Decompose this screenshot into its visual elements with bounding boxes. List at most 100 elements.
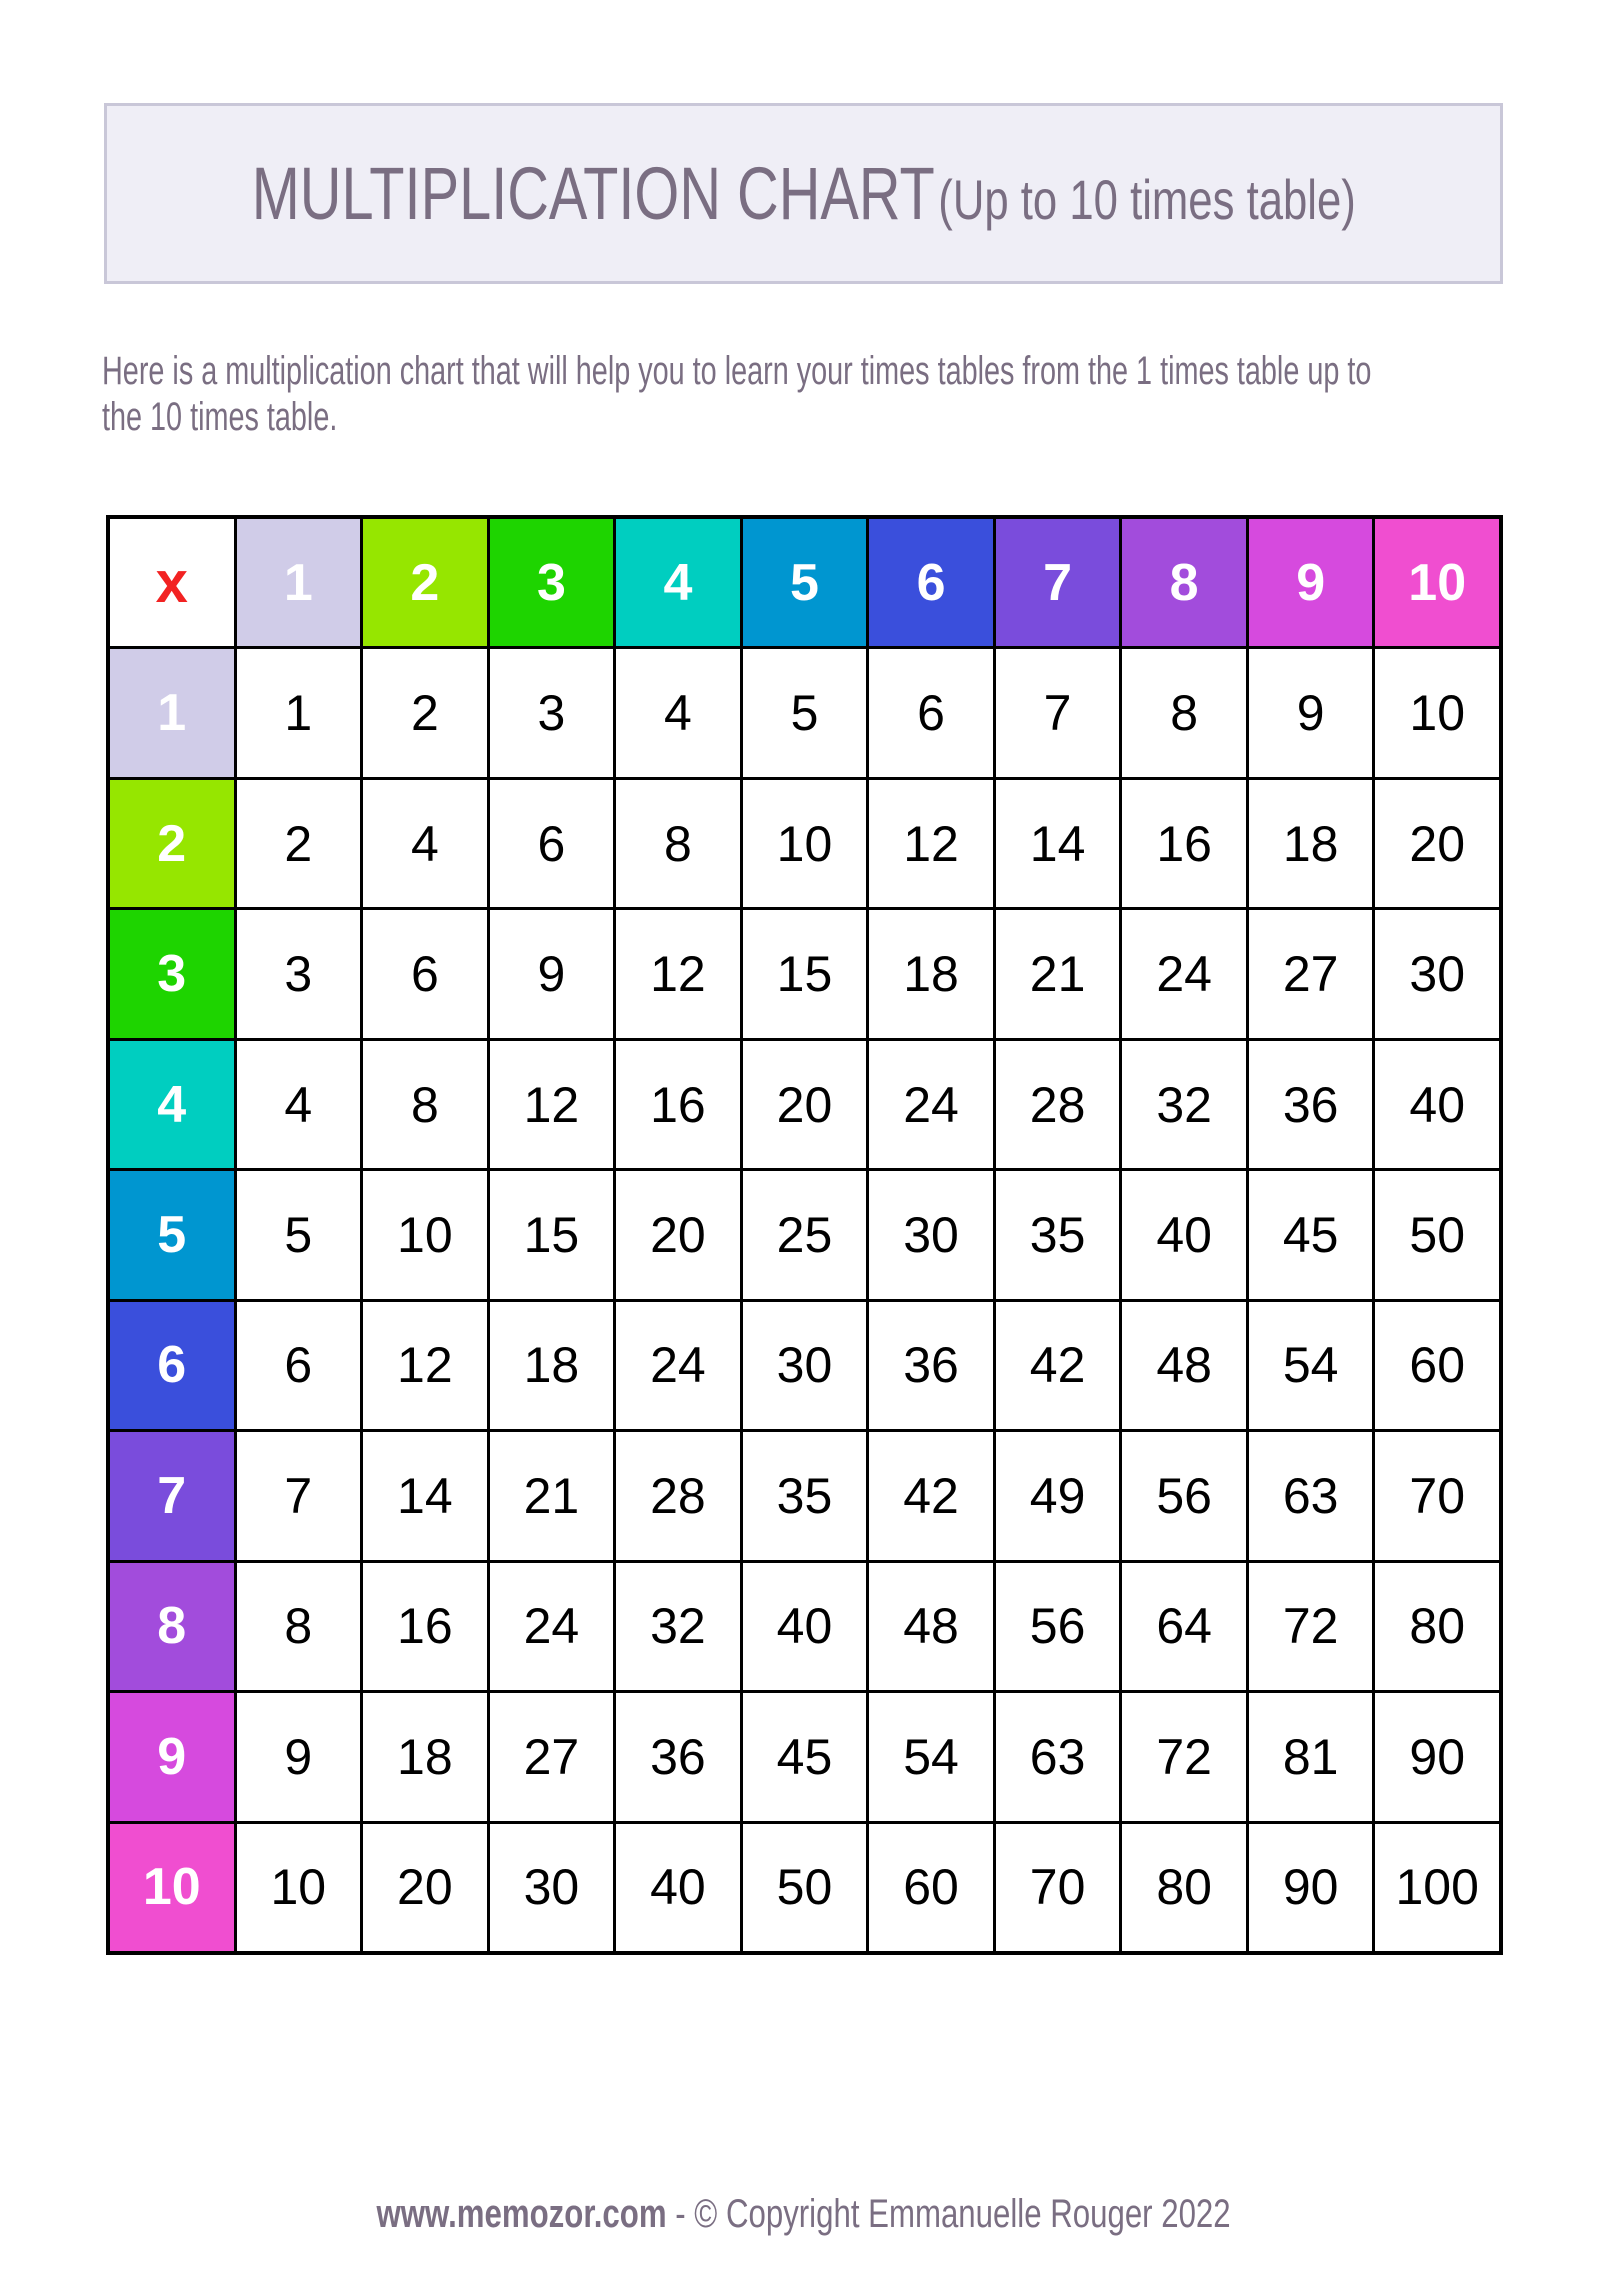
product-cell: 18 bbox=[869, 910, 993, 1038]
product-cell: 36 bbox=[1248, 1040, 1373, 1169]
product-cell: 5 bbox=[742, 649, 867, 777]
product-cell: 35 bbox=[742, 1432, 867, 1560]
column-header: 10 bbox=[1375, 519, 1499, 647]
product-cell: 32 bbox=[1122, 1040, 1246, 1169]
product-cell: 49 bbox=[995, 1432, 1120, 1560]
product-cell: 56 bbox=[995, 1562, 1120, 1691]
product-cell: 30 bbox=[489, 1823, 614, 1951]
product-cell: 6 bbox=[363, 910, 487, 1038]
product-cell: 42 bbox=[869, 1432, 993, 1560]
row-header: 10 bbox=[110, 1823, 234, 1951]
product-cell: 7 bbox=[995, 649, 1120, 777]
product-cell: 63 bbox=[995, 1693, 1120, 1821]
product-cell: 14 bbox=[995, 779, 1120, 908]
product-cell: 20 bbox=[363, 1823, 487, 1951]
product-cell: 81 bbox=[1248, 1693, 1373, 1821]
row-header: 5 bbox=[110, 1171, 234, 1299]
product-cell: 64 bbox=[1122, 1562, 1246, 1691]
product-cell: 90 bbox=[1248, 1823, 1373, 1951]
row-header: 1 bbox=[110, 649, 234, 777]
row-header: 3 bbox=[110, 910, 234, 1038]
column-header: 4 bbox=[616, 519, 740, 647]
product-cell: 12 bbox=[869, 779, 993, 908]
product-cell: 63 bbox=[1248, 1432, 1373, 1560]
product-cell: 12 bbox=[616, 910, 740, 1038]
product-cell: 24 bbox=[616, 1301, 740, 1430]
product-cell: 5 bbox=[236, 1171, 361, 1299]
product-cell: 10 bbox=[1375, 649, 1499, 777]
product-cell: 8 bbox=[363, 1040, 487, 1169]
product-cell: 16 bbox=[1122, 779, 1246, 908]
column-header: 9 bbox=[1248, 519, 1373, 647]
row-header: 2 bbox=[110, 779, 234, 908]
product-cell: 60 bbox=[1375, 1301, 1499, 1430]
product-cell: 10 bbox=[363, 1171, 487, 1299]
product-cell: 36 bbox=[869, 1301, 993, 1430]
product-cell: 24 bbox=[489, 1562, 614, 1691]
product-cell: 40 bbox=[742, 1562, 867, 1691]
column-header: 5 bbox=[742, 519, 867, 647]
product-cell: 70 bbox=[1375, 1432, 1499, 1560]
product-cell: 20 bbox=[742, 1040, 867, 1169]
product-cell: 4 bbox=[363, 779, 487, 908]
product-cell: 32 bbox=[616, 1562, 740, 1691]
product-cell: 10 bbox=[236, 1823, 361, 1951]
product-cell: 20 bbox=[616, 1171, 740, 1299]
row-header: 9 bbox=[110, 1693, 234, 1821]
product-cell: 6 bbox=[489, 779, 614, 908]
product-cell: 90 bbox=[1375, 1693, 1499, 1821]
intro-text: Here is a multiplication chart that will… bbox=[102, 349, 1372, 439]
column-header: 6 bbox=[869, 519, 993, 647]
product-cell: 56 bbox=[1122, 1432, 1246, 1560]
product-cell: 50 bbox=[742, 1823, 867, 1951]
footer-copyright: © Copyright Emmanuelle Rouger 2022 bbox=[694, 2192, 1232, 2236]
multiplication-table: x 1 2 3 4 5 6 7 8 9 10 1 1 2 3 4 5 6 7 8 9 10 2 2 4 6 8 10 12 14 16 18 2… bbox=[106, 515, 1503, 1955]
product-cell: 7 bbox=[236, 1432, 361, 1560]
product-cell: 8 bbox=[1122, 649, 1246, 777]
column-header: 3 bbox=[489, 519, 614, 647]
product-cell: 40 bbox=[1122, 1171, 1246, 1299]
title-box: MULTIPLICATION CHART (Up to 10 times tab… bbox=[104, 103, 1503, 284]
product-cell: 16 bbox=[363, 1562, 487, 1691]
row-header: 4 bbox=[110, 1040, 234, 1169]
row-header: 6 bbox=[110, 1301, 234, 1430]
product-cell: 20 bbox=[1375, 779, 1499, 908]
footer-site-link[interactable]: www.memozor.com bbox=[376, 2192, 668, 2236]
product-cell: 2 bbox=[363, 649, 487, 777]
product-cell: 24 bbox=[869, 1040, 993, 1169]
product-cell: 4 bbox=[616, 649, 740, 777]
product-cell: 70 bbox=[995, 1823, 1120, 1951]
row-header: 7 bbox=[110, 1432, 234, 1560]
product-cell: 18 bbox=[1248, 779, 1373, 908]
product-cell: 10 bbox=[742, 779, 867, 908]
product-cell: 30 bbox=[1375, 910, 1499, 1038]
product-cell: 3 bbox=[489, 649, 614, 777]
product-cell: 8 bbox=[236, 1562, 361, 1691]
product-cell: 54 bbox=[1248, 1301, 1373, 1430]
product-cell: 9 bbox=[489, 910, 614, 1038]
footer: www.memozor.com - © Copyright Emmanuelle… bbox=[0, 2192, 1608, 2237]
product-cell: 21 bbox=[995, 910, 1120, 1038]
product-cell: 35 bbox=[995, 1171, 1120, 1299]
page-title: MULTIPLICATION CHART (Up to 10 times tab… bbox=[251, 151, 1355, 236]
product-cell: 40 bbox=[1375, 1040, 1499, 1169]
product-cell: 40 bbox=[616, 1823, 740, 1951]
product-cell: 9 bbox=[236, 1693, 361, 1821]
product-cell: 80 bbox=[1122, 1823, 1246, 1951]
product-cell: 25 bbox=[742, 1171, 867, 1299]
product-cell: 36 bbox=[616, 1693, 740, 1821]
product-cell: 48 bbox=[1122, 1301, 1246, 1430]
product-cell: 15 bbox=[489, 1171, 614, 1299]
product-cell: 24 bbox=[1122, 910, 1246, 1038]
product-cell: 100 bbox=[1375, 1823, 1499, 1951]
product-cell: 54 bbox=[869, 1693, 993, 1821]
column-header: 2 bbox=[363, 519, 487, 647]
title-main: MULTIPLICATION CHART bbox=[251, 152, 935, 235]
product-cell: 6 bbox=[236, 1301, 361, 1430]
product-cell: 18 bbox=[363, 1693, 487, 1821]
product-cell: 28 bbox=[995, 1040, 1120, 1169]
product-cell: 27 bbox=[1248, 910, 1373, 1038]
product-cell: 80 bbox=[1375, 1562, 1499, 1691]
product-cell: 50 bbox=[1375, 1171, 1499, 1299]
column-header: 7 bbox=[995, 519, 1120, 647]
